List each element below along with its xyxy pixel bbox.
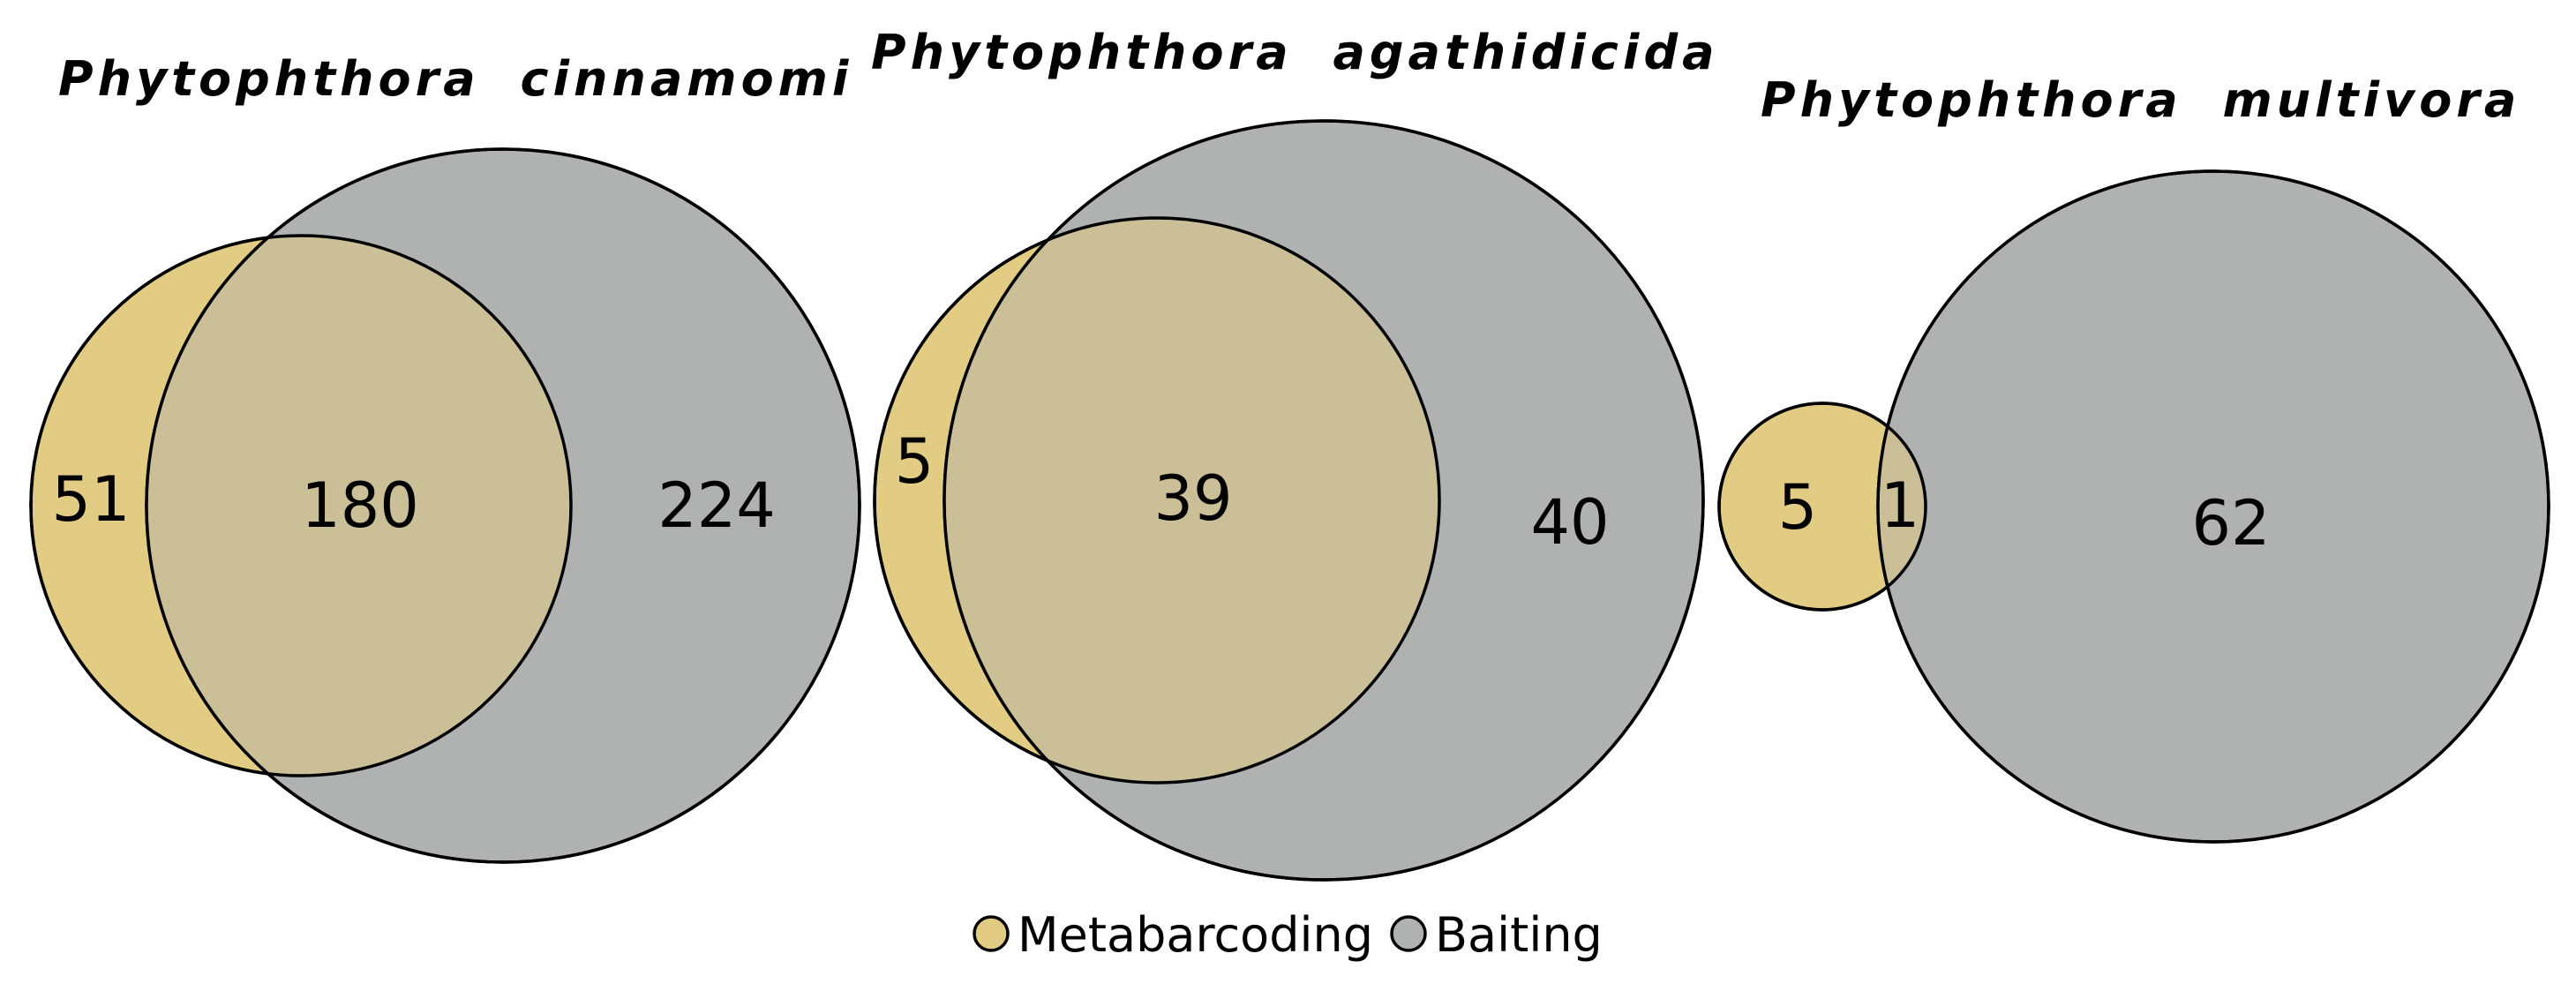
count-both-agathidicida: 39 [1153,462,1232,535]
count-both-cinnamomi: 180 [301,469,419,542]
count-metabarcoding-only-cinnamomi: 51 [51,463,130,536]
venn-title-multivora: Phytophthora multivora [1761,72,2520,128]
legend: Metabarcoding Baiting [973,907,1603,963]
venn-title-cinnamomi: Phytophthora cinnamomi [58,51,852,107]
baiting-outline-cinnamomi [145,147,861,864]
venn-agathidicida: Phytophthora agathidicida 5 39 40 [871,25,1719,882]
venn-cinnamomi: Phytophthora cinnamomi 51 180 224 [29,51,861,864]
legend-metabarcoding-swatch [973,915,1010,952]
metabarcoding-outline-agathidicida [873,216,1441,785]
baiting-outline-agathidicida [943,119,1705,882]
baiting-outline-multivora [1876,169,2550,844]
venn-multivora: Phytophthora multivora 5 1 62 [1717,72,2550,844]
count-baiting-only-cinnamomi: 224 [657,469,776,542]
count-metabarcoding-only-agathidicida: 5 [895,425,935,498]
metabarcoding-outline-multivora [1717,402,1927,612]
count-baiting-only-agathidicida: 40 [1530,486,1609,559]
count-metabarcoding-only-multivora: 5 [1778,471,1818,544]
count-baiting-only-multivora: 62 [2191,487,2270,559]
count-both-multivora: 1 [1881,469,1920,542]
legend-metabarcoding-label: Metabarcoding [1018,907,1373,963]
overlap-region-agathidicida [944,218,1439,783]
legend-baiting-label: Baiting [1435,907,1603,963]
legend-baiting-swatch [1390,915,1427,952]
venn-title-agathidicida: Phytophthora agathidicida [871,25,1719,80]
metabarcoding-outline-cinnamomi [29,234,573,777]
